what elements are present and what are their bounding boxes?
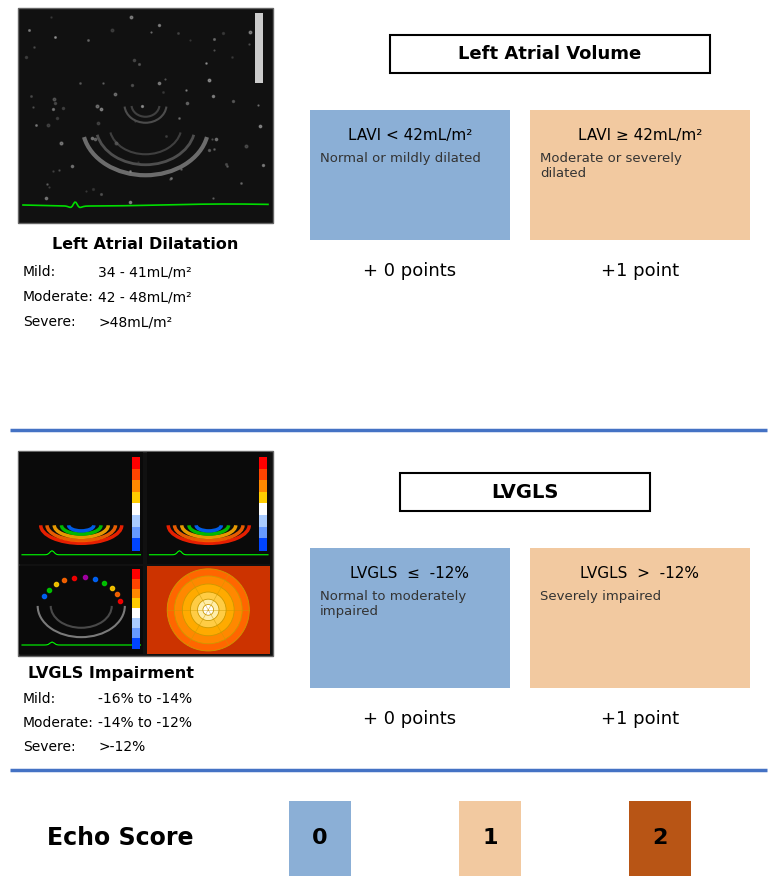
Bar	[131, 457, 140, 470]
Text: LAVI ≥ 42mL/m²: LAVI ≥ 42mL/m²	[578, 128, 702, 143]
Bar	[310, 110, 510, 240]
Text: Moderate:: Moderate:	[23, 716, 94, 730]
Text: + 0 points: + 0 points	[364, 262, 457, 280]
Bar	[131, 628, 140, 639]
Bar	[259, 469, 267, 481]
Text: Left Atrial Volume: Left Atrial Volume	[458, 45, 642, 63]
Text: -14% to -12%: -14% to -12%	[98, 716, 192, 730]
Bar	[259, 515, 267, 527]
Text: LVGLS Impairment: LVGLS Impairment	[28, 666, 194, 681]
Bar	[259, 457, 267, 470]
Bar	[131, 599, 140, 609]
Text: +1 point: +1 point	[601, 262, 679, 280]
Bar	[131, 492, 140, 504]
Text: 0: 0	[312, 829, 328, 849]
Bar	[131, 608, 140, 619]
Bar	[255, 13, 263, 83]
Bar	[530, 110, 750, 240]
Bar	[259, 538, 267, 551]
Bar	[131, 480, 140, 493]
Bar	[259, 527, 267, 539]
Text: 42 - 48mL/m²: 42 - 48mL/m²	[98, 290, 192, 304]
Text: -16% to -14%: -16% to -14%	[98, 692, 192, 706]
Bar	[18, 8, 273, 223]
Bar	[400, 473, 650, 511]
Bar	[147, 452, 270, 564]
Bar	[259, 503, 267, 516]
Circle shape	[203, 605, 214, 615]
Bar	[131, 538, 140, 551]
Text: Severe:: Severe:	[23, 740, 75, 754]
Bar	[131, 527, 140, 539]
Text: + 0 points: + 0 points	[364, 710, 457, 728]
Bar	[289, 801, 351, 876]
Bar	[310, 548, 510, 688]
Circle shape	[183, 584, 234, 636]
Bar	[131, 638, 140, 649]
Bar	[259, 492, 267, 504]
Bar	[147, 566, 270, 654]
Text: LVGLS  >  -12%: LVGLS > -12%	[580, 566, 699, 581]
Text: LVGLS: LVGLS	[491, 482, 559, 502]
Text: Normal or mildly dilated: Normal or mildly dilated	[320, 152, 481, 165]
Bar	[530, 548, 750, 688]
Text: Severely impaired: Severely impaired	[540, 590, 661, 603]
Text: Moderate or severely
dilated: Moderate or severely dilated	[540, 152, 682, 180]
Bar	[629, 801, 691, 876]
Text: >-12%: >-12%	[98, 740, 145, 754]
Text: LAVI < 42mL/m²: LAVI < 42mL/m²	[348, 128, 472, 143]
Text: Left Atrial Dilatation: Left Atrial Dilatation	[52, 237, 239, 252]
Bar	[19, 452, 142, 564]
Text: Normal to moderately
impaired: Normal to moderately impaired	[320, 590, 466, 618]
Text: Severe:: Severe:	[23, 315, 75, 329]
Text: 2: 2	[653, 829, 667, 849]
Bar	[131, 469, 140, 481]
Bar	[18, 451, 273, 656]
Bar	[131, 568, 140, 580]
Bar	[131, 618, 140, 630]
Text: LVGLS  ≤  -12%: LVGLS ≤ -12%	[350, 566, 469, 581]
Circle shape	[197, 599, 219, 621]
Bar	[19, 566, 142, 654]
Bar	[131, 579, 140, 590]
Circle shape	[174, 576, 242, 644]
Bar	[131, 589, 140, 599]
Bar	[259, 480, 267, 493]
Text: 1: 1	[483, 829, 498, 849]
Text: +1 point: +1 point	[601, 710, 679, 728]
Bar	[131, 515, 140, 527]
Circle shape	[167, 569, 249, 651]
Text: Mild:: Mild:	[23, 692, 56, 706]
Text: >48mL/m²: >48mL/m²	[98, 315, 172, 329]
Text: Moderate:: Moderate:	[23, 290, 94, 304]
Text: Mild:: Mild:	[23, 265, 56, 279]
Bar	[459, 801, 521, 876]
Text: Echo Score: Echo Score	[47, 826, 193, 850]
Text: 34 - 41mL/m²: 34 - 41mL/m²	[98, 265, 192, 279]
Circle shape	[190, 592, 226, 628]
Bar	[390, 35, 710, 73]
Bar	[131, 503, 140, 516]
